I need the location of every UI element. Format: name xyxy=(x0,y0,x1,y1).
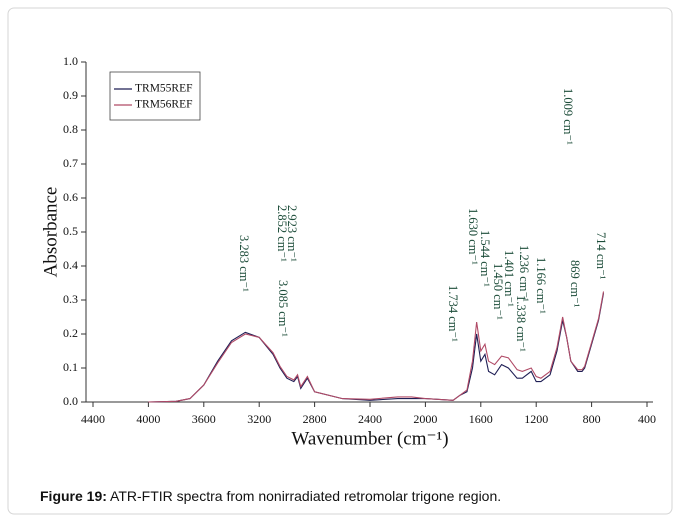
x-axis-label: Wavenumber (cm⁻¹) xyxy=(291,428,448,449)
peak-annotation: 3.283 cm⁻¹ xyxy=(237,235,251,292)
x-tick-label: 1200 xyxy=(524,412,548,426)
peak-annotation: 714 cm⁻¹ xyxy=(594,232,608,280)
peak-annotation: 1.544 cm⁻¹ xyxy=(478,230,492,287)
peak-annotation: 2.923 cm⁻¹ xyxy=(285,205,299,262)
x-tick-label: 2800 xyxy=(303,412,327,426)
caption-text: ATR-FTIR spectra from nonirradiated retr… xyxy=(110,488,501,504)
y-tick-label: 0.3 xyxy=(63,292,78,306)
y-tick-label: 0.8 xyxy=(63,122,78,136)
y-tick-label: 1.0 xyxy=(63,54,78,68)
y-tick-label: 0.9 xyxy=(63,88,78,102)
x-tick-label: 800 xyxy=(583,412,601,426)
peak-annotation: 1.338 cm⁻¹ xyxy=(514,295,528,352)
peak-annotation: 869 cm⁻¹ xyxy=(568,260,582,308)
x-tick-label: 4400 xyxy=(81,412,105,426)
peak-annotation: 1.401 cm⁻¹ xyxy=(502,250,516,307)
x-tick-label: 4000 xyxy=(136,412,160,426)
caption: Figure 19: ATR-FTIR spectra from nonirra… xyxy=(40,488,501,504)
y-tick-label: 0.4 xyxy=(63,258,78,272)
x-tick-label: 3600 xyxy=(192,412,216,426)
peak-annotation: 3.085 cm⁻¹ xyxy=(276,280,290,337)
x-tick-label: 2000 xyxy=(413,412,437,426)
figure-frame xyxy=(7,7,673,515)
x-tick-label: 1600 xyxy=(469,412,493,426)
peak-annotation: 2.852 cm⁻¹ xyxy=(275,205,289,262)
peak-annotation: 1.630 cm⁻¹ xyxy=(466,208,480,265)
y-tick-label: 0.5 xyxy=(63,224,78,238)
peak-annotation: 1.236 cm⁻¹ xyxy=(517,245,531,302)
legend-box xyxy=(109,71,201,121)
y-axis-label: Absorbance xyxy=(40,187,61,278)
spectrum-line xyxy=(148,291,605,403)
y-tick-label: 0.2 xyxy=(63,326,78,340)
legend-label: TRM56REF xyxy=(135,99,193,111)
peak-annotation: 1.734 cm⁻¹ xyxy=(446,285,460,342)
legend-label: TRM55REF xyxy=(135,83,193,95)
y-tick-label: 0.7 xyxy=(63,156,78,170)
peak-annotation: 1.009 cm⁻¹ xyxy=(561,88,575,145)
y-tick-label: 0.1 xyxy=(63,360,78,374)
caption-label: Figure 19: xyxy=(40,488,107,504)
y-tick-label: 0.6 xyxy=(63,190,78,204)
peak-annotation: 1.450 cm⁻¹ xyxy=(491,263,505,320)
y-tick-label: 0.0 xyxy=(63,394,78,408)
x-tick-label: 3200 xyxy=(247,412,271,426)
x-tick-label: 400 xyxy=(638,412,656,426)
x-tick-label: 2400 xyxy=(358,412,382,426)
peak-annotation: 1.166 cm⁻¹ xyxy=(534,257,548,314)
